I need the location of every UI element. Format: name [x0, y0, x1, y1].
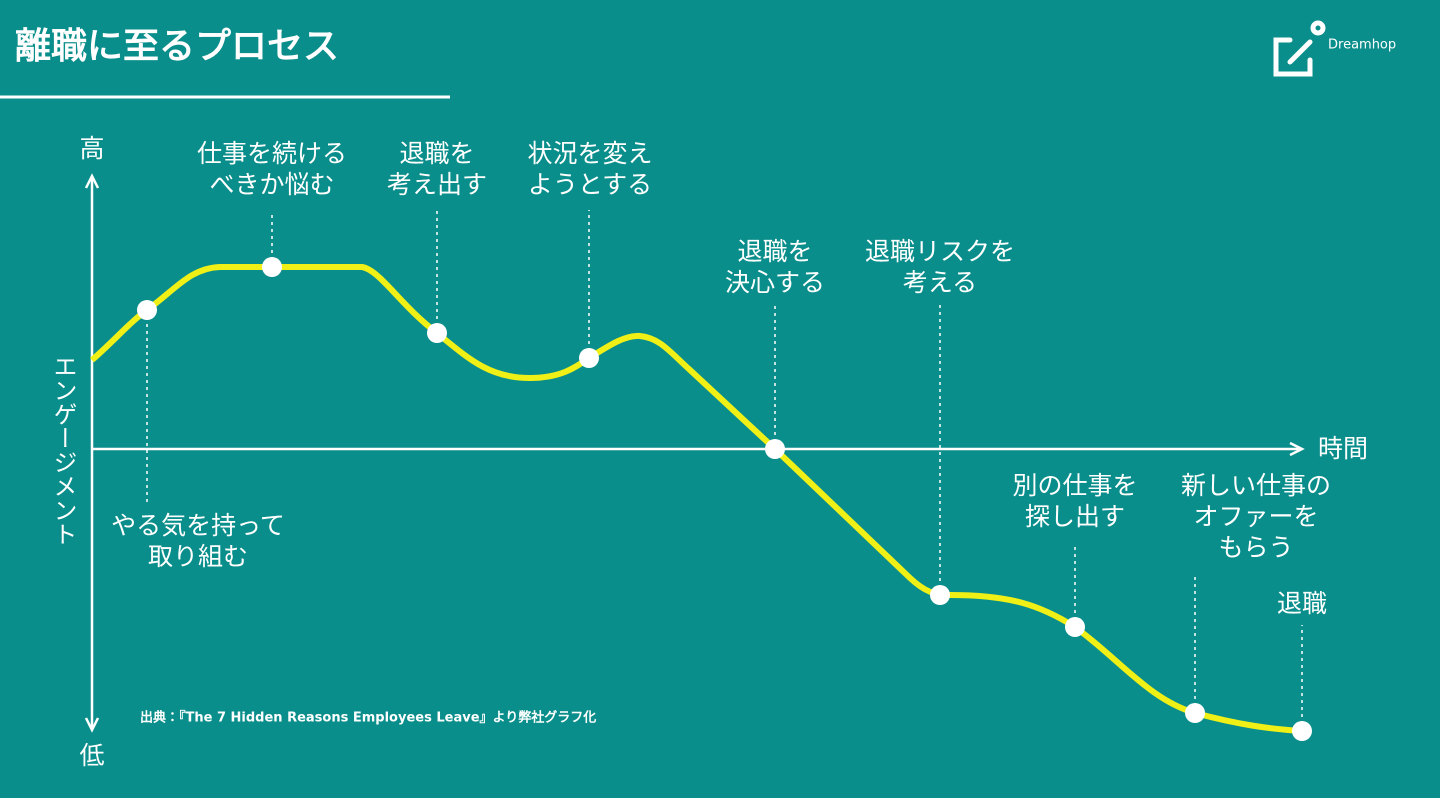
source-note: 出典：『The 7 Hidden Reasons Employees Leave… — [140, 710, 596, 726]
logo-icon — [1273, 37, 1313, 77]
stage-label: 取り組む — [148, 542, 248, 571]
stage-label: 仕事を続ける — [197, 139, 347, 168]
stage-label: 退職を — [737, 237, 812, 266]
stage-label: 退職 — [1277, 589, 1327, 618]
logo — [1273, 20, 1326, 77]
x-axis-label: 時間 — [1318, 434, 1368, 463]
stage-label: 探し出す — [1025, 502, 1125, 531]
stage-point — [579, 348, 599, 368]
title: 離職に至るプロセス — [15, 26, 339, 67]
stage-label: 退職を — [399, 139, 474, 168]
x-arrow — [1289, 441, 1305, 457]
stage-label: 考える — [903, 268, 977, 297]
stage-label: 新しい仕事の — [1181, 471, 1331, 500]
stage-point — [427, 323, 447, 343]
y-high-label: 高 — [79, 134, 104, 163]
stage-label: 決心する — [725, 268, 825, 297]
y-axis-label: エンゲージメント — [49, 354, 77, 546]
stage-point — [1185, 703, 1205, 723]
logo-text: Dreamhop — [1328, 38, 1396, 53]
y-low-label: 低 — [79, 741, 104, 770]
stage-point — [1065, 617, 1085, 637]
stage-label: やる気を持って — [111, 511, 285, 540]
y-arrows — [84, 173, 100, 733]
stage-point — [137, 300, 157, 320]
stage-point — [262, 257, 282, 277]
stage-label: オファーを — [1193, 502, 1318, 531]
logo-icon — [1310, 20, 1326, 36]
axes — [84, 173, 1305, 733]
stage-label: 別の仕事を — [1012, 471, 1137, 500]
stage-label: 考え出す — [387, 170, 487, 199]
stage-point — [765, 439, 785, 459]
engagement-curve — [90, 264, 1303, 734]
stage-label: べきか悩む — [209, 170, 334, 199]
logo-icon — [1287, 39, 1313, 65]
stage-point — [930, 585, 950, 605]
stage-label: ようとする — [528, 170, 652, 199]
stage-point — [1292, 721, 1312, 741]
stage-label: 退職リスクを — [865, 237, 1015, 266]
stage-label: 状況を変え — [527, 139, 652, 168]
stage-label: もらう — [1218, 533, 1293, 562]
